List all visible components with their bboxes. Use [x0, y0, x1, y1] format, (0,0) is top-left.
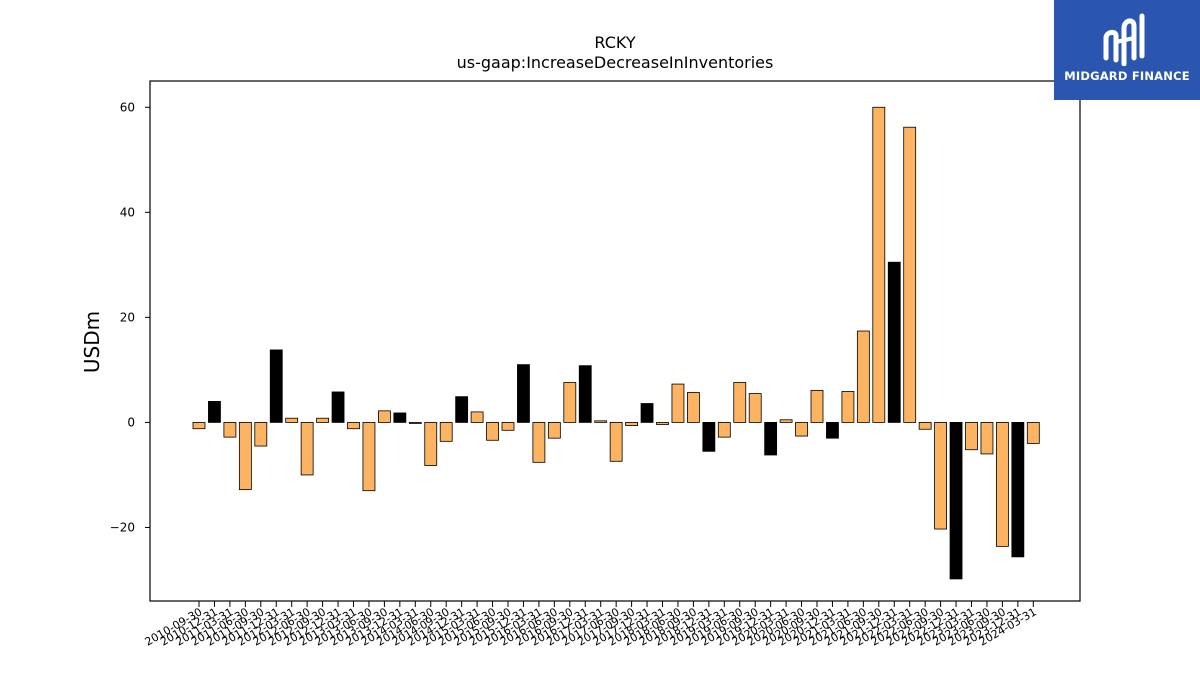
bar-2022-06-30 — [918, 422, 932, 430]
bar-2014-12-31 — [455, 396, 469, 423]
bar-2022-12-31 — [949, 422, 963, 580]
bar-2023-06-30 — [980, 422, 994, 455]
bar-2013-09-30 — [377, 410, 391, 423]
bar-2023-12-31 — [1011, 422, 1025, 558]
y-tick-label: −20 — [110, 520, 135, 534]
bar-2016-12-31 — [578, 365, 592, 423]
y-ticks: −20 0 20 40 60 — [110, 100, 150, 534]
bar-2013-12-31 — [393, 412, 407, 423]
bars — [192, 106, 1040, 580]
bar-2018-03-31 — [656, 422, 669, 425]
bar-2020-03-31 — [779, 419, 793, 423]
bar-2011-09-30 — [254, 422, 268, 447]
bar-2021-12-31 — [887, 261, 901, 423]
brand-logo: MIDGARD FINANCE — [1054, 0, 1200, 100]
bar-2015-06-30 — [486, 422, 499, 441]
bar-2017-06-30 — [609, 422, 623, 462]
bar-2021-09-30 — [872, 106, 886, 423]
bar-2011-03-31 — [223, 422, 237, 438]
bar-2010-09-30 — [192, 422, 206, 430]
bar-2022-09-30 — [934, 422, 947, 530]
brand-name: MIDGARD FINANCE — [1064, 69, 1190, 83]
y-tick-label: 60 — [120, 100, 135, 114]
bar-2013-03-31 — [347, 422, 360, 430]
bar-2012-12-31 — [331, 391, 345, 423]
bar-2020-09-30 — [810, 389, 824, 423]
bar-2023-03-31 — [965, 422, 978, 451]
bar-2014-09-30 — [439, 422, 453, 442]
y-tick-label: 40 — [120, 205, 135, 219]
bar-2023-09-30 — [996, 422, 1009, 547]
plot-frame — [149, 80, 1081, 602]
bar-2018-09-30 — [687, 392, 700, 423]
bar-2018-06-30 — [671, 383, 685, 423]
midgard-logo-icon — [1103, 13, 1145, 66]
bar-2012-03-31 — [285, 417, 299, 423]
bar-2019-09-30 — [748, 393, 762, 423]
bar-2010-12-31 — [208, 401, 221, 423]
y-axis-label: USDm — [80, 311, 104, 373]
bar-2024-03-31 — [1026, 422, 1040, 444]
bar-2019-03-31 — [717, 422, 731, 438]
bar-2013-06-30 — [362, 422, 376, 492]
bar-2016-06-30 — [547, 422, 561, 439]
bar-2011-06-30 — [238, 422, 252, 491]
chart-subtitle: us-gaap:IncreaseDecreaseInInventories — [457, 53, 774, 72]
bar-2014-06-30 — [424, 422, 438, 466]
bar-2012-06-30 — [300, 422, 314, 476]
bar-2012-09-30 — [316, 417, 330, 423]
y-tick-label: 0 — [127, 415, 135, 429]
bar-2014-03-31 — [408, 422, 422, 424]
y-tick-label: 20 — [120, 310, 135, 324]
bar-2017-03-31 — [594, 420, 608, 423]
bar-2018-12-31 — [702, 422, 716, 452]
bar-2017-09-30 — [625, 422, 638, 426]
bar-2015-03-31 — [470, 411, 484, 423]
bar-2015-12-31 — [517, 364, 530, 423]
bar-2016-09-30 — [563, 382, 577, 423]
bar-2021-03-31 — [841, 391, 855, 423]
chart-title: RCKY — [594, 33, 635, 52]
bar-2015-09-30 — [501, 422, 515, 431]
bar-2022-03-31 — [903, 126, 917, 423]
bar-2020-12-31 — [826, 422, 839, 439]
x-ticks: 2010-09-302010-12-312011-03-312011-06-30… — [143, 601, 1039, 649]
bar-2020-06-30 — [795, 422, 808, 437]
bar-2021-06-30 — [856, 330, 870, 423]
bar-2016-03-31 — [532, 422, 546, 463]
bar-2019-06-30 — [733, 382, 747, 423]
bar-2019-12-31 — [764, 422, 778, 456]
bar-2011-12-31 — [269, 349, 283, 423]
bar-2017-12-31 — [640, 403, 654, 423]
